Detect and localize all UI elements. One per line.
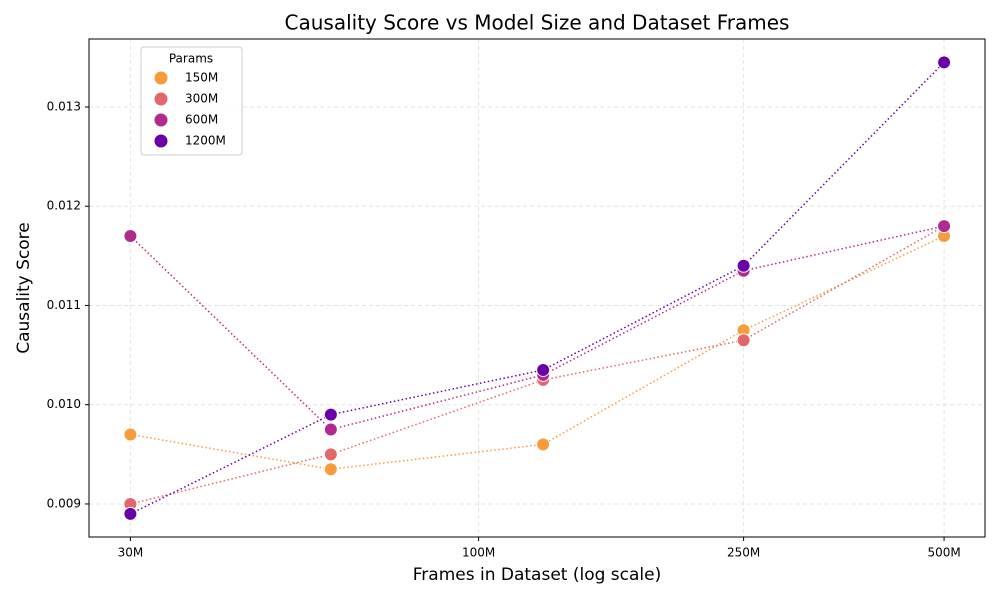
- x-tick-label: 30M: [118, 546, 144, 560]
- data-point: [323, 407, 338, 422]
- data-point: [123, 427, 138, 442]
- series-line: [130, 225, 945, 505]
- data-point: [937, 219, 952, 234]
- x-tick-label: 250M: [727, 546, 760, 560]
- legend-label: 600M: [185, 113, 218, 127]
- legend-marker: [153, 70, 169, 86]
- legend-label: 300M: [185, 92, 218, 106]
- data-point: [736, 258, 751, 273]
- y-axis-label: Causality Score: [14, 222, 34, 354]
- legend-label: 150M: [185, 71, 218, 85]
- x-tick-label: 100M: [462, 546, 495, 560]
- legend: Params 150M 300M 600M 1200M: [140, 46, 243, 156]
- data-point: [323, 422, 338, 437]
- chart-title: Causality Score vs Model Size and Datase…: [285, 11, 790, 35]
- legend-marker: [153, 91, 169, 107]
- data-point: [323, 462, 338, 477]
- y-tick-label: 0.012: [47, 199, 81, 213]
- data-point: [123, 506, 138, 521]
- data-point: [536, 437, 551, 452]
- data-point: [536, 362, 551, 377]
- data-point: [736, 333, 751, 348]
- legend-title: Params: [169, 52, 213, 66]
- series-line: [129, 225, 945, 431]
- legend-marker: [153, 133, 169, 149]
- y-tick-label: 0.009: [47, 496, 81, 510]
- data-point: [937, 55, 952, 70]
- legend-marker: [153, 112, 169, 128]
- legend-label: 1200M: [185, 134, 226, 148]
- plot-frame: [88, 38, 986, 538]
- data-point: [323, 447, 338, 462]
- y-tick-label: 0.013: [47, 99, 81, 113]
- data-point: [123, 228, 138, 243]
- x-axis-label: Frames in Dataset (log scale): [413, 565, 662, 585]
- y-tick-label: 0.011: [47, 298, 81, 312]
- y-tick-label: 0.010: [47, 397, 81, 411]
- x-tick-label: 500M: [927, 546, 960, 560]
